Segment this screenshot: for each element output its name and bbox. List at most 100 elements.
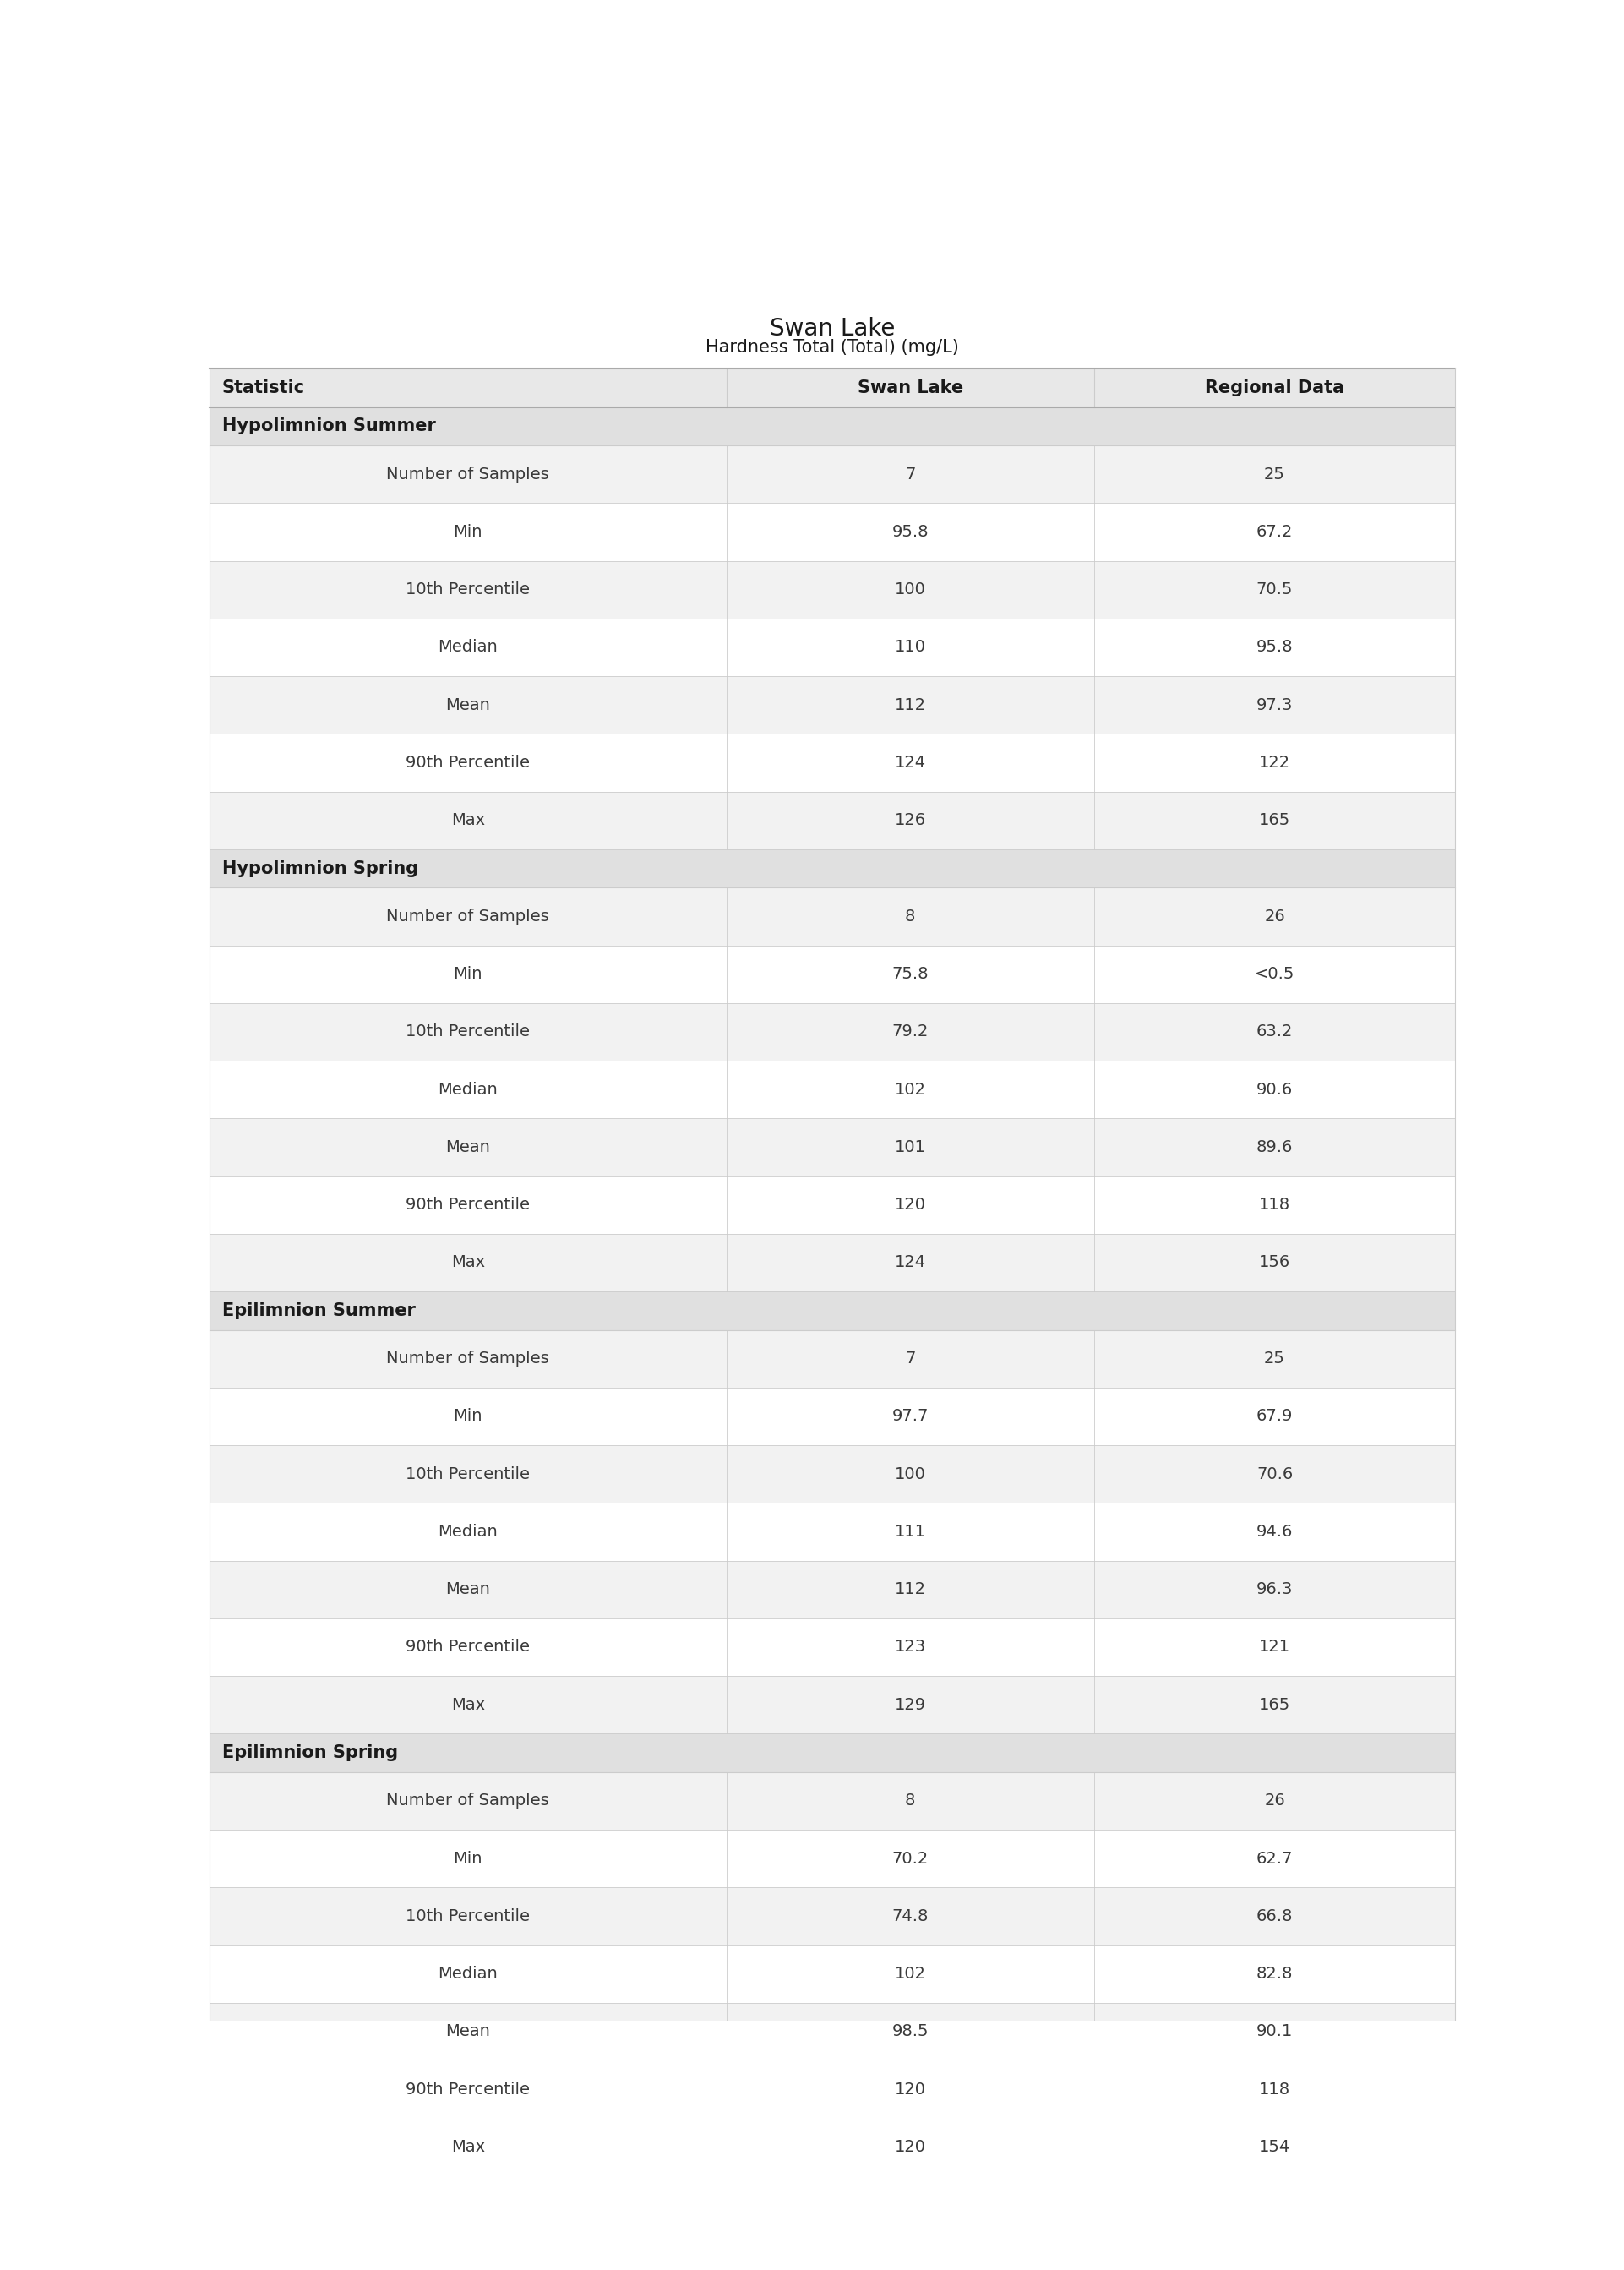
Text: 8: 8	[905, 1793, 916, 1809]
Text: 129: 129	[895, 1696, 926, 1714]
Text: 112: 112	[895, 1582, 926, 1598]
Text: 120: 120	[895, 2082, 926, 2097]
Text: 10th Percentile: 10th Percentile	[406, 1024, 529, 1040]
Text: Min: Min	[453, 1407, 482, 1426]
Text: 126: 126	[895, 813, 926, 829]
Text: Min: Min	[453, 524, 482, 540]
Bar	[209, 1675, 1455, 1734]
Text: Swan Lake: Swan Lake	[770, 316, 895, 340]
Text: 110: 110	[895, 640, 926, 656]
Bar	[209, 445, 1455, 504]
Text: Median: Median	[438, 640, 497, 656]
Text: 154: 154	[1259, 2138, 1291, 2154]
Bar	[209, 676, 1455, 733]
Text: 118: 118	[1259, 2082, 1291, 2097]
Bar	[209, 1559, 1455, 1619]
Bar	[209, 406, 1455, 445]
Bar	[209, 1773, 1455, 1830]
Bar	[209, 2002, 1455, 2061]
Text: 67.2: 67.2	[1257, 524, 1293, 540]
Text: Hardness Total (Total) (mg/L): Hardness Total (Total) (mg/L)	[705, 338, 960, 356]
Text: 7: 7	[905, 1351, 916, 1367]
Text: Mean: Mean	[445, 1582, 490, 1598]
Bar	[209, 1387, 1455, 1446]
Text: 70.2: 70.2	[892, 1850, 929, 1866]
Text: <0.5: <0.5	[1255, 967, 1294, 983]
Text: Max: Max	[451, 813, 486, 829]
Bar	[209, 1446, 1455, 1503]
Text: 90.1: 90.1	[1257, 2023, 1293, 2041]
Text: 74.8: 74.8	[892, 1909, 929, 1925]
Text: 75.8: 75.8	[892, 967, 929, 983]
Text: 100: 100	[895, 1466, 926, 1482]
Bar	[209, 617, 1455, 676]
Text: 62.7: 62.7	[1257, 1850, 1293, 1866]
Text: 100: 100	[895, 581, 926, 597]
Text: 165: 165	[1259, 813, 1291, 829]
Text: 101: 101	[895, 1140, 926, 1155]
Text: 63.2: 63.2	[1257, 1024, 1293, 1040]
Text: 67.9: 67.9	[1257, 1407, 1293, 1426]
Text: 112: 112	[895, 697, 926, 713]
Text: 90th Percentile: 90th Percentile	[406, 1639, 529, 1655]
Text: 10th Percentile: 10th Percentile	[406, 1909, 529, 1925]
Text: 97.3: 97.3	[1257, 697, 1293, 713]
Text: 26: 26	[1263, 908, 1285, 924]
Text: Mean: Mean	[445, 697, 490, 713]
Text: Number of Samples: Number of Samples	[387, 908, 549, 924]
Text: 96.3: 96.3	[1257, 1582, 1293, 1598]
Text: Number of Samples: Number of Samples	[387, 1793, 549, 1809]
Text: 70.5: 70.5	[1257, 581, 1293, 597]
Bar	[209, 368, 1455, 406]
Bar	[209, 888, 1455, 944]
Bar	[209, 733, 1455, 792]
Bar	[209, 792, 1455, 849]
Text: 124: 124	[895, 754, 926, 772]
Text: 90th Percentile: 90th Percentile	[406, 754, 529, 772]
Text: 156: 156	[1259, 1255, 1291, 1271]
Text: Min: Min	[453, 1850, 482, 1866]
Text: 25: 25	[1263, 1351, 1285, 1367]
Text: Min: Min	[453, 967, 482, 983]
Bar	[209, 944, 1455, 1003]
Bar	[209, 1330, 1455, 1387]
Text: 95.8: 95.8	[892, 524, 929, 540]
Text: 70.6: 70.6	[1257, 1466, 1293, 1482]
Text: Statistic: Statistic	[222, 379, 305, 397]
Text: 120: 120	[895, 1196, 926, 1212]
Bar	[209, 1830, 1455, 1886]
Text: 66.8: 66.8	[1257, 1909, 1293, 1925]
Text: 82.8: 82.8	[1257, 1966, 1293, 1982]
Text: 26: 26	[1263, 1793, 1285, 1809]
Bar	[209, 504, 1455, 561]
Text: Regional Data: Regional Data	[1205, 379, 1345, 397]
Text: 8: 8	[905, 908, 916, 924]
Text: Max: Max	[451, 1255, 486, 1271]
Text: 90.6: 90.6	[1257, 1081, 1293, 1099]
Text: 90th Percentile: 90th Percentile	[406, 2082, 529, 2097]
Text: 165: 165	[1259, 1696, 1291, 1714]
Text: Median: Median	[438, 1523, 497, 1539]
Text: 102: 102	[895, 1081, 926, 1099]
Text: Epilimnion Summer: Epilimnion Summer	[222, 1303, 416, 1319]
Text: 10th Percentile: 10th Percentile	[406, 1466, 529, 1482]
Bar	[209, 2118, 1455, 2177]
Text: 118: 118	[1259, 1196, 1291, 1212]
Bar	[209, 1619, 1455, 1675]
Bar	[209, 1945, 1455, 2002]
Bar	[209, 1003, 1455, 1060]
Text: Epilimnion Spring: Epilimnion Spring	[222, 1743, 398, 1762]
Bar	[209, 2061, 1455, 2118]
Bar	[209, 1734, 1455, 1773]
Text: Mean: Mean	[445, 2023, 490, 2041]
Text: 89.6: 89.6	[1257, 1140, 1293, 1155]
Text: 97.7: 97.7	[892, 1407, 929, 1426]
Text: 102: 102	[895, 1966, 926, 1982]
Text: 79.2: 79.2	[892, 1024, 929, 1040]
Text: 120: 120	[895, 2138, 926, 2154]
Text: Mean: Mean	[445, 1140, 490, 1155]
Text: 122: 122	[1259, 754, 1291, 772]
Text: Swan Lake: Swan Lake	[857, 379, 963, 397]
Text: Median: Median	[438, 1966, 497, 1982]
Text: 94.6: 94.6	[1257, 1523, 1293, 1539]
